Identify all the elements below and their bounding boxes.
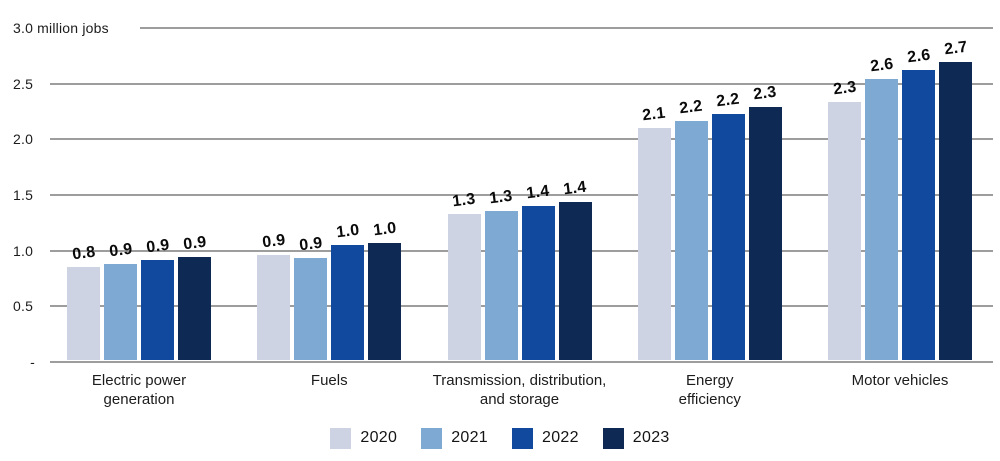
- bar-2022: 1.0: [331, 222, 365, 360]
- category-label-line: Motor vehicles: [851, 372, 949, 389]
- legend-label: 2023: [632, 429, 670, 446]
- legend-item: 2023: [602, 427, 670, 449]
- gridline: [50, 82, 993, 85]
- bar-value-label: 1.4: [525, 182, 551, 203]
- bar-2021: 2.2: [674, 98, 708, 360]
- bar-value-label: 0.8: [70, 243, 96, 264]
- bar-value-label: 0.9: [298, 234, 324, 255]
- bar-2020: 2.3: [828, 79, 861, 360]
- legend-swatch: [330, 427, 352, 449]
- bar-value-label: 1.0: [335, 221, 361, 242]
- bar-2022: 2.2: [711, 91, 745, 360]
- bar-value-label: 2.6: [868, 55, 894, 76]
- bar-2021: 2.6: [865, 56, 898, 360]
- legend-swatch: [512, 427, 533, 449]
- legend: 2020 2021 2022 2023: [0, 425, 1000, 451]
- bar-2020: 2.1: [637, 104, 671, 360]
- bar-2020: 0.9: [257, 232, 291, 360]
- gridline: [50, 138, 993, 141]
- y-tick-label: 3.0 million jobs: [13, 20, 109, 36]
- category-label: Transmission, distribution, and storage: [400, 371, 640, 409]
- category-label-line: generation: [103, 391, 175, 408]
- gridline: [140, 27, 993, 29]
- bar-2022: 1.4: [521, 183, 555, 360]
- bar-2023: 2.3: [748, 83, 782, 360]
- bar-value-label: 0.9: [261, 231, 287, 252]
- category-label-line: Energy: [685, 372, 734, 389]
- bar-group: 0.8 0.9 0.9 0.9 Electric power generation: [67, 28, 211, 408]
- category-label-line: Electric power: [91, 372, 187, 389]
- y-tick-label: 0.5: [13, 298, 34, 315]
- bar-value-label: 0.9: [107, 240, 133, 261]
- bar-value-label: 2.3: [831, 78, 857, 99]
- bars-row: 2.3 2.6 2.6 2.7: [828, 28, 972, 360]
- y-tick-label: 2.5: [13, 75, 34, 92]
- bar-value-label: 2.2: [678, 97, 704, 118]
- bar-value-label: 2.1: [641, 104, 667, 124]
- legend-label: 2020: [360, 429, 398, 446]
- bar-2022: 2.6: [902, 47, 935, 360]
- bar-groups: 0.8 0.9 0.9 0.9 Electric power generation 0.9 0…: [50, 28, 993, 408]
- bars-row: 2.1 2.2 2.2 2.3: [637, 28, 782, 360]
- category-label: Motor vehicles: [780, 371, 1000, 390]
- bar-value-label: 0.9: [181, 233, 207, 254]
- legend-swatch: [602, 427, 624, 449]
- legend-item: 2020: [330, 427, 398, 449]
- category-label: Electric power generation: [19, 371, 259, 409]
- legend-label: 2022: [542, 429, 579, 446]
- gridline: [50, 194, 993, 196]
- bar-2021: 0.9: [294, 235, 328, 360]
- bar-value-label: 1.4: [562, 178, 588, 199]
- legend-item: 2022: [512, 427, 579, 449]
- y-tick-label: 2.0: [13, 131, 34, 148]
- y-tick-label: 1.5: [13, 187, 34, 203]
- category-label-line: Transmission, distribution,: [432, 372, 607, 389]
- category-label-line: and storage: [479, 391, 560, 408]
- category-label-line: efficiency: [678, 391, 741, 408]
- bars-row: 0.8 0.9 0.9 0.9: [67, 28, 211, 360]
- bars-row: 1.3 1.3 1.4 1.4: [447, 28, 592, 360]
- gridline: [50, 361, 993, 363]
- category-label: Energy efficiency: [590, 371, 830, 409]
- legend-label: 2021: [451, 429, 488, 446]
- category-label: Fuels: [209, 371, 449, 390]
- bar-group: 1.3 1.3 1.4 1.4 Transmission, distribution, a…: [433, 28, 607, 408]
- bar-2023: 0.9: [178, 234, 211, 360]
- legend-swatch: [421, 427, 443, 449]
- bar-2020: 1.3: [447, 191, 481, 360]
- y-tick-label: 1.0: [13, 242, 34, 259]
- bar-value-label: 1.3: [451, 190, 477, 211]
- bar-2023: 2.7: [939, 39, 972, 360]
- bar-value-label: 2.7: [942, 38, 968, 59]
- bar-value-label: 2.3: [752, 83, 778, 103]
- bar-value-label: 1.0: [372, 219, 398, 240]
- bar-value-label: 0.9: [144, 237, 170, 257]
- bar-value-label: 2.2: [715, 90, 741, 111]
- bar-group: 2.1 2.2 2.2 2.3 Energy efficiency: [637, 28, 782, 408]
- legend-item: 2021: [421, 427, 488, 449]
- bar-group: 2.3 2.6 2.6 2.7 Motor vehicles: [828, 28, 972, 389]
- bar-2023: 1.0: [368, 219, 402, 360]
- bar-2021: 0.9: [104, 240, 137, 360]
- bars-row: 0.9 0.9 1.0 1.0: [257, 28, 402, 360]
- bar-value-label: 2.6: [905, 46, 931, 67]
- bar-2020: 0.8: [67, 244, 100, 360]
- bar-group: 0.9 0.9 1.0 1.0 Fuels: [257, 28, 402, 389]
- bar-value-label: 1.3: [488, 187, 514, 207]
- bar-2023: 1.4: [558, 178, 592, 360]
- y-tick-label: -: [30, 354, 35, 370]
- bar-2021: 1.3: [484, 187, 518, 360]
- bar-2022: 0.9: [141, 237, 174, 360]
- category-label-line: Fuels: [310, 372, 348, 389]
